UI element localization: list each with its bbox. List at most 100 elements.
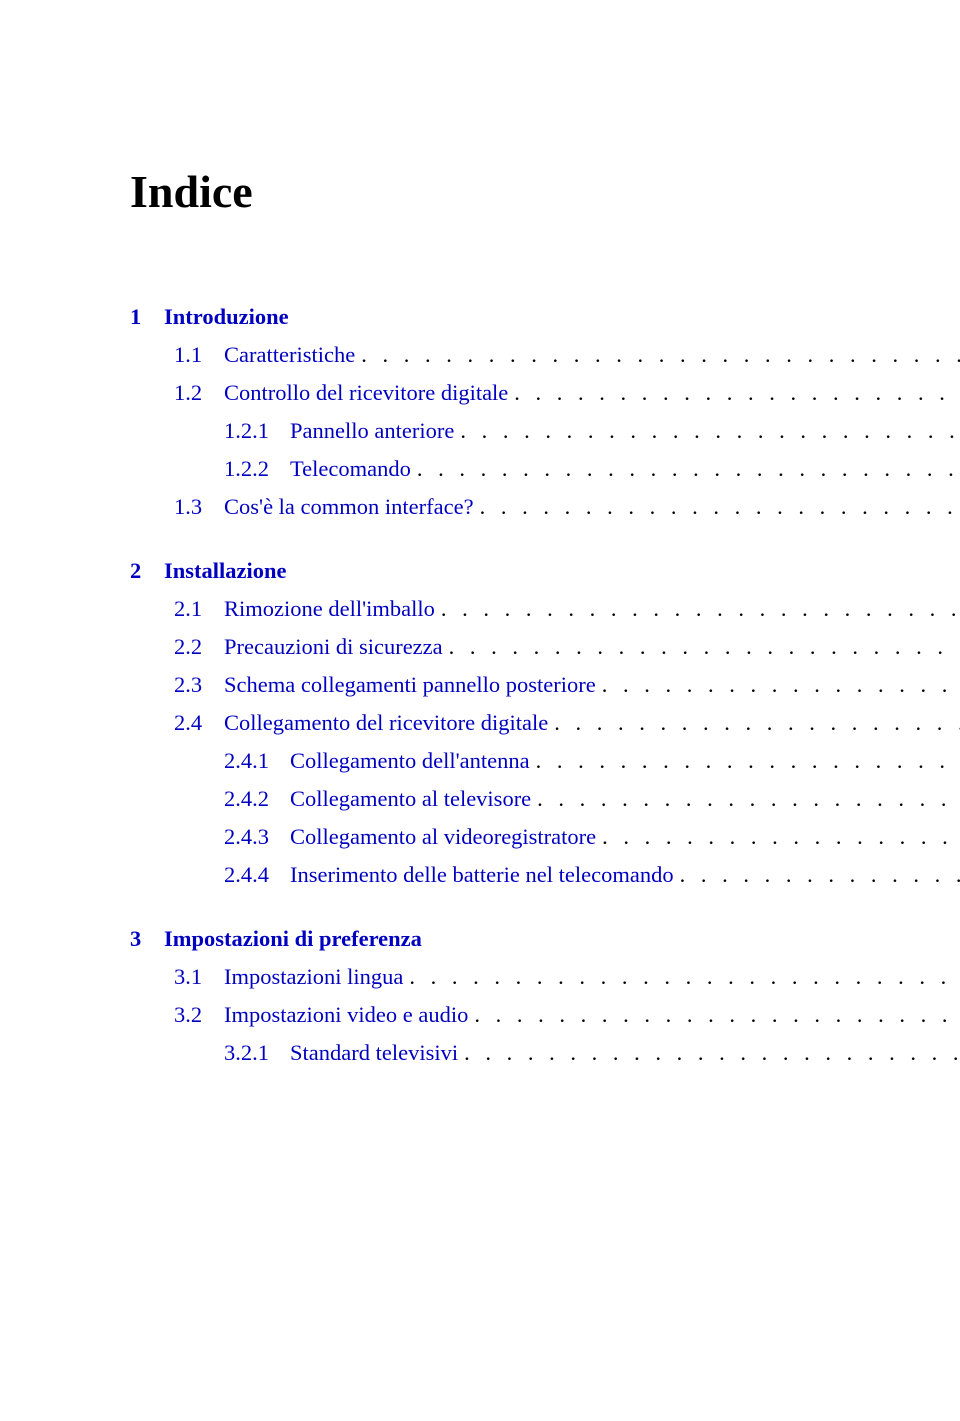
toc-text: Impostazioni lingua: [224, 959, 403, 995]
toc-number-link[interactable]: 2.4.3: [224, 824, 269, 849]
toc-number: 2.4: [174, 705, 224, 741]
toc-number-link[interactable]: 2.3: [174, 672, 202, 697]
toc-number-link[interactable]: 1.2: [174, 380, 202, 405]
toc-text-link[interactable]: Impostazioni di preferenza: [164, 926, 422, 951]
toc-text: Rimozione dell'imballo: [224, 591, 435, 627]
toc-number: 2.3: [174, 667, 224, 703]
toc-subsection: 2.4.3Collegamento al videoregistratore. …: [130, 819, 960, 855]
toc-section: 1.3 Cos'è la common interface?. . . . . .…: [130, 489, 960, 525]
toc-text: Collegamento del ricevitore digitale: [224, 705, 548, 741]
toc-number: 3.1: [174, 959, 224, 995]
toc-number-link[interactable]: 3.2: [174, 1002, 202, 1027]
toc-number-link[interactable]: 1.3: [174, 494, 202, 519]
toc-leader-dots: . . . . . . . . . . . . . . . . . . . . …: [480, 489, 960, 525]
toc-text-link[interactable]: Rimozione dell'imballo: [224, 596, 435, 621]
toc-leader-dots: . . . . . . . . . . . . . . . . . . . . …: [409, 959, 960, 995]
toc-leader-dots: . . . . . . . . . . . . . . . . . . . . …: [537, 781, 960, 817]
toc-number-link[interactable]: 1.2.2: [224, 456, 269, 481]
table-of-contents: 1Introduzione11.1Caratteristiche. . . . …: [130, 299, 960, 1071]
toc-number-link[interactable]: 2.2: [174, 634, 202, 659]
toc-subsection: 2.4.1 Collegamento dell'antenna. . . . . …: [130, 743, 960, 779]
toc-text: Standard televisivi: [290, 1035, 458, 1071]
toc-text-link[interactable]: Introduzione: [164, 304, 289, 329]
toc-number-link[interactable]: 1.1: [174, 342, 202, 367]
toc-text-link[interactable]: Controllo del ricevitore digitale: [224, 380, 508, 405]
toc-leader-dots: . . . . . . . . . . . . . . . . . . . . …: [417, 451, 960, 487]
toc-text: Installazione: [164, 553, 287, 589]
toc-number-link[interactable]: 1: [130, 304, 141, 329]
toc-leader-dots: . . . . . . . . . . . . . . . . . . . . …: [680, 857, 960, 893]
toc-text-link[interactable]: Installazione: [164, 558, 287, 583]
toc-number: 3.2.1: [224, 1035, 290, 1071]
toc-text-link[interactable]: Schema collegamenti pannello posteriore: [224, 672, 596, 697]
toc-leader-dots: . . . . . . . . . . . . . . . . . . . . …: [464, 1035, 960, 1071]
toc-text-link[interactable]: Collegamento dell'antenna: [290, 748, 530, 773]
toc-text-link[interactable]: Collegamento del ricevitore digitale: [224, 710, 548, 735]
toc-number-link[interactable]: 2.4.1: [224, 748, 269, 773]
toc-subsection: 1.2.2 Telecomando. . . . . . . . . . . . …: [130, 451, 960, 487]
toc-text-link[interactable]: Caratteristiche: [224, 342, 355, 367]
running-head: Indice iii: [130, 50, 960, 85]
toc-number: 2.2: [174, 629, 224, 665]
toc-leader-dots: . . . . . . . . . . . . . . . . . . . . …: [536, 743, 960, 779]
toc-number: 2.4.3: [224, 819, 290, 855]
toc-text: Collegamento al videoregistratore: [290, 819, 596, 855]
toc-text-link[interactable]: Precauzioni di sicurezza: [224, 634, 443, 659]
toc-section: 3.1 Impostazioni lingua. . . . . . . . . …: [130, 959, 960, 995]
toc-number-link[interactable]: 2.1: [174, 596, 202, 621]
toc-text-link[interactable]: Collegamento al videoregistratore: [290, 824, 596, 849]
toc-section: 2.4 Collegamento del ricevitore digitale.…: [130, 705, 960, 741]
toc-number-link[interactable]: 2: [130, 558, 141, 583]
toc-number: 1: [130, 299, 164, 335]
toc-text: Introduzione: [164, 299, 289, 335]
toc-number: 2.4.2: [224, 781, 290, 817]
page-title: Indice: [130, 155, 960, 229]
toc-leader-dots: . . . . . . . . . . . . . . . . . . . . …: [514, 375, 960, 411]
toc-number: 2.1: [174, 591, 224, 627]
toc-number-link[interactable]: 3.1: [174, 964, 202, 989]
toc-number-link[interactable]: 1.2.1: [224, 418, 269, 443]
toc-text: Schema collegamenti pannello posteriore: [224, 667, 596, 703]
toc-number-link[interactable]: 2.4.2: [224, 786, 269, 811]
toc-subsection: 2.4.4 Inserimento delle batterie nel tele…: [130, 857, 960, 893]
toc-number: 2.4.1: [224, 743, 290, 779]
toc-text-link[interactable]: Impostazioni lingua: [224, 964, 403, 989]
toc-text: Pannello anteriore: [290, 413, 454, 449]
toc-section: 2.3 Schema collegamenti pannello posterio…: [130, 667, 960, 703]
toc-text-link[interactable]: Standard televisivi: [290, 1040, 458, 1065]
toc-text-link[interactable]: Collegamento al televisore: [290, 786, 531, 811]
toc-number-link[interactable]: 3.2.1: [224, 1040, 269, 1065]
toc-leader-dots: . . . . . . . . . . . . . . . . . . . . …: [474, 997, 960, 1033]
toc-section: 3.2 Impostazioni video e audio. . . . . .…: [130, 997, 960, 1033]
toc-number: 1.2.2: [224, 451, 290, 487]
toc-number: 1.2.1: [224, 413, 290, 449]
toc-text: Cos'è la common interface?: [224, 489, 474, 525]
toc-leader-dots: . . . . . . . . . . . . . . . . . . . . …: [554, 705, 960, 741]
toc-text: Collegamento dell'antenna: [290, 743, 530, 779]
toc-text-link[interactable]: Inserimento delle batterie nel telecoman…: [290, 862, 674, 887]
toc-text-link[interactable]: Impostazioni video e audio: [224, 1002, 468, 1027]
toc-number: 1.3: [174, 489, 224, 525]
toc-subsection: 1.2.1Pannello anteriore. . . . . . . . .…: [130, 413, 960, 449]
toc-text-link[interactable]: Cos'è la common interface?: [224, 494, 474, 519]
toc-number: 3: [130, 921, 164, 957]
toc-section: 2.1 Rimozione dell'imballo. . . . . . . .…: [130, 591, 960, 627]
toc-text: Inserimento delle batterie nel telecoman…: [290, 857, 674, 893]
toc-chapter: 3Impostazioni di preferenza19: [130, 921, 960, 957]
toc-number: 1.2: [174, 375, 224, 411]
toc-leader-dots: . . . . . . . . . . . . . . . . . . . . …: [441, 591, 960, 627]
toc-number: 2.4.4: [224, 857, 290, 893]
toc-section: 1.1Caratteristiche. . . . . . . . . . . …: [130, 337, 960, 373]
toc-text-link[interactable]: Pannello anteriore: [290, 418, 454, 443]
toc-number-link[interactable]: 2.4.4: [224, 862, 269, 887]
toc-text: Impostazioni di preferenza: [164, 921, 422, 957]
toc-number-link[interactable]: 2.4: [174, 710, 202, 735]
toc-text: Precauzioni di sicurezza: [224, 629, 443, 665]
toc-text-link[interactable]: Telecomando: [290, 456, 411, 481]
toc-chapter: 2Installazione10: [130, 553, 960, 589]
toc-number: 1.1: [174, 337, 224, 373]
toc-number-link[interactable]: 3: [130, 926, 141, 951]
toc-text: Collegamento al televisore: [290, 781, 531, 817]
toc-text: Impostazioni video e audio: [224, 997, 468, 1033]
toc-number: 2: [130, 553, 164, 589]
